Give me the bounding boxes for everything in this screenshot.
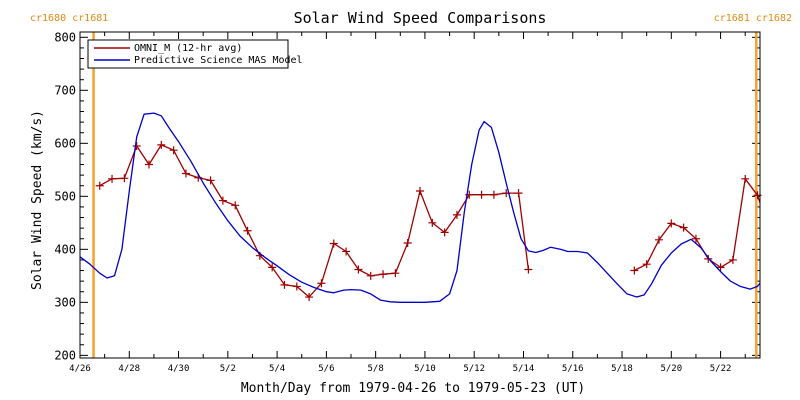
plot-frame	[79, 31, 761, 359]
legend-label-omni: OMNI_M (12-hr avg)	[134, 43, 242, 54]
omni-data-point	[642, 260, 651, 269]
x-tick-label: 5/20	[660, 364, 682, 374]
omni-data-point	[95, 181, 104, 190]
omni-data-point	[366, 271, 375, 280]
x-tick-label: 5/8	[368, 364, 384, 374]
omni-data-point	[292, 282, 301, 291]
omni-data-point	[477, 190, 486, 199]
x-tick-label: 4/30	[168, 364, 190, 374]
y-tick-label: 200	[54, 348, 76, 362]
omni-series-line	[99, 144, 530, 298]
x-tick-label: 5/14	[513, 364, 535, 374]
omni-data-point	[728, 255, 737, 264]
omni-data-point	[280, 280, 289, 289]
omni-data-point	[428, 218, 437, 227]
chart-title: Solar Wind Speed Comparisons	[294, 9, 547, 27]
y-tick-label: 800	[54, 30, 76, 44]
x-tick-label: 4/26	[69, 364, 91, 374]
omni-data-point	[169, 146, 178, 155]
x-tick-label: 5/18	[611, 364, 633, 374]
omni-data-point	[630, 266, 639, 275]
mas-model-series-line	[80, 112, 760, 303]
y-tick-label: 600	[54, 136, 76, 150]
omni-data-point	[120, 174, 129, 183]
y-tick-label: 500	[54, 189, 76, 203]
x-tick-label: 5/6	[318, 364, 334, 374]
omni-data-point	[704, 254, 713, 263]
y-tick-label: 700	[54, 83, 76, 97]
legend-label-mas: Predictive Science MAS Model	[134, 55, 303, 66]
omni-data-point	[231, 201, 240, 210]
omni-data-point	[181, 169, 190, 178]
omni-data-point	[157, 140, 166, 149]
y-tick-label: 300	[54, 295, 76, 309]
omni-data-point	[654, 235, 663, 244]
omni-data-point	[452, 210, 461, 219]
x-tick-label: 5/22	[710, 364, 732, 374]
x-tick-label: 5/2	[220, 364, 236, 374]
omni-data-point	[524, 265, 533, 274]
carrington-marker-label: cr1681 cr1682	[714, 13, 792, 24]
omni-data-point	[144, 160, 153, 169]
x-tick-label: 4/28	[118, 364, 140, 374]
x-tick-label: 5/4	[269, 364, 285, 374]
omni-data-point	[489, 190, 498, 199]
omni-data-point	[741, 174, 750, 183]
omni-data-point	[716, 263, 725, 272]
x-axis-label: Month/Day from 1979-04-26 to 1979-05-23 …	[241, 381, 585, 396]
omni-data-point	[206, 176, 215, 185]
legend-box	[87, 39, 289, 69]
omni-data-point	[329, 239, 338, 248]
legend: OMNI_M (12-hr avg) Predictive Science MA…	[87, 39, 303, 69]
y-axis-label: Solar Wind Speed (km/s)	[30, 110, 45, 290]
plot-area: 200 300 400 500 600 700 800 4/26 4/28 4/30 5/2 5/4 5…	[30, 13, 792, 374]
x-tick-label: 5/16	[562, 364, 584, 374]
omni-data-point	[667, 219, 676, 228]
carrington-marker-label: cr1680 cr1681	[30, 13, 108, 24]
omni-data-point	[691, 234, 700, 243]
omni-data-point	[403, 238, 412, 247]
omni-data-point	[218, 196, 227, 205]
x-tick-label: 5/12	[463, 364, 485, 374]
omni-data-point	[514, 189, 523, 198]
omni-data-point	[108, 174, 117, 183]
y-tick-label: 400	[54, 242, 76, 256]
omni-data-point	[379, 270, 388, 279]
omni-data-point	[243, 226, 252, 235]
omni-data-point	[416, 187, 424, 196]
omni-data-point	[342, 247, 351, 256]
omni-data-point	[305, 293, 314, 302]
omni-data-point	[440, 228, 449, 237]
omni-data-point	[268, 263, 277, 272]
x-tick-label: 5/10	[414, 364, 436, 374]
omni-data-point	[317, 279, 326, 288]
omni-data-point	[391, 269, 400, 278]
omni-data-point	[354, 265, 363, 274]
omni-data-point	[679, 223, 688, 232]
omni-data-point	[132, 141, 141, 150]
